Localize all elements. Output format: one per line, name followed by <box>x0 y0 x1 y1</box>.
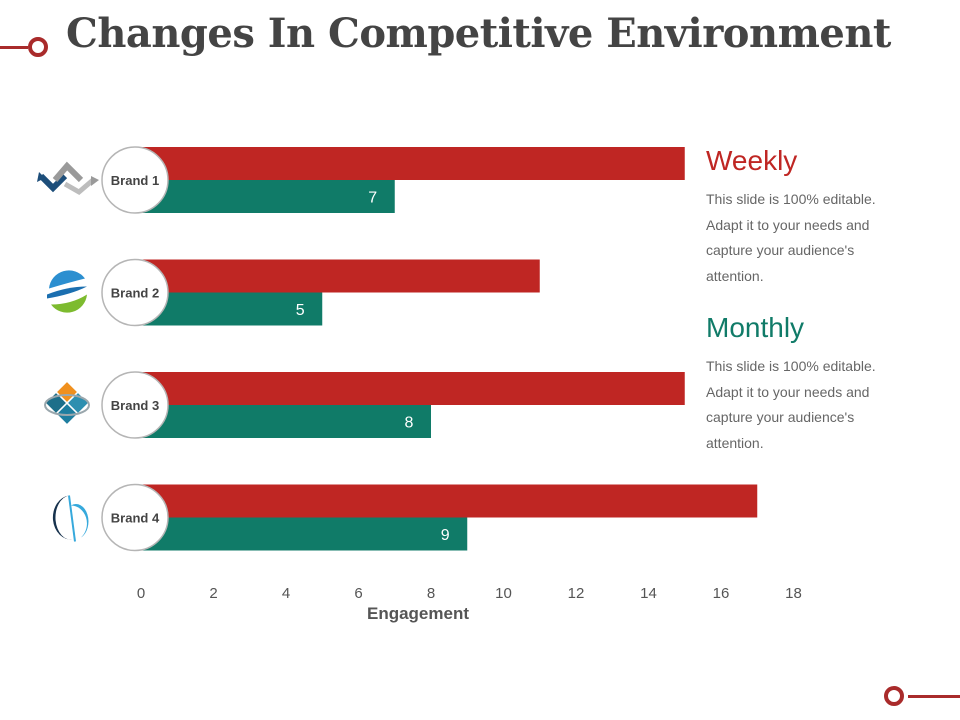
logo-part <box>63 178 95 196</box>
legend-monthly-line: This slide is 100% editable. <box>706 358 876 374</box>
legend-weekly-line: This slide is 100% editable. <box>706 191 876 207</box>
bar-weekly <box>141 259 540 293</box>
logo-part <box>37 172 45 182</box>
logo-part <box>38 173 68 193</box>
x-tick-label: 16 <box>713 585 730 602</box>
data-label-monthly: 5 <box>296 302 305 319</box>
legend-monthly: Monthly This slide is 100% editable. Ada… <box>706 312 926 456</box>
x-tick-label: 10 <box>495 585 512 602</box>
brand-label: Brand 2 <box>111 286 159 301</box>
logo-part <box>47 286 87 299</box>
logo-part <box>71 504 89 538</box>
crescent-leaf-logo-icon <box>52 495 89 542</box>
bar-monthly <box>141 292 323 326</box>
brand-circle <box>101 146 169 214</box>
logo-part <box>49 270 85 289</box>
data-label-monthly: 7 <box>368 190 377 207</box>
logo-part <box>57 382 77 402</box>
logo-part <box>51 294 87 313</box>
legend-weekly-line: Adapt it to your needs and <box>706 216 870 233</box>
x-tick-label: 12 <box>568 585 585 602</box>
x-tick-label: 6 <box>354 585 362 602</box>
x-tick-label: 18 <box>785 585 802 602</box>
brand-label: Brand 4 <box>111 511 160 526</box>
chevron-diamond-logo-icon <box>37 161 99 196</box>
legend-monthly-line: attention. <box>706 434 764 451</box>
x-tick-label: 4 <box>282 585 290 602</box>
title-accent-ring-icon <box>28 37 48 57</box>
logo-part <box>68 495 76 542</box>
x-tick-label: 0 <box>137 585 145 602</box>
swirl-globe-logo-icon <box>47 270 87 313</box>
brand-circle <box>101 483 169 552</box>
x-tick-label: 14 <box>640 585 657 602</box>
legend-weekly: Weekly This slide is 100% editable. Adap… <box>706 145 926 289</box>
bar-monthly <box>141 517 468 551</box>
bar-weekly <box>141 372 685 405</box>
diamond-cluster-logo-icon <box>44 382 90 424</box>
x-tick-label: 2 <box>209 585 217 602</box>
logo-part <box>52 161 84 183</box>
logo-part <box>91 176 99 186</box>
legend-monthly-title: Monthly <box>706 312 805 343</box>
bar-monthly <box>141 405 431 438</box>
bar-weekly <box>141 484 758 518</box>
bar-weekly <box>141 147 685 180</box>
data-label-monthly: 8 <box>405 415 414 432</box>
bar-monthly <box>141 180 395 213</box>
logo-part <box>44 394 90 416</box>
brand-label: Brand 1 <box>111 173 159 188</box>
legend-weekly-line: capture your audience's <box>706 242 855 258</box>
page-title: Changes In Competitive Environment <box>66 10 891 57</box>
legend-monthly-line: capture your audience's <box>706 409 855 425</box>
corner-accent-ring-icon <box>884 686 904 706</box>
x-tick-label: 8 <box>427 585 435 602</box>
brand-circle <box>101 371 169 439</box>
brand-circle <box>101 258 169 327</box>
brand-label: Brand 3 <box>111 398 159 413</box>
legend-weekly-line: attention. <box>706 267 764 284</box>
title-accent-line <box>0 46 28 49</box>
x-axis-label: Engagement <box>367 604 469 623</box>
corner-accent-line <box>908 695 960 698</box>
legend-monthly-line: Adapt it to your needs and <box>706 383 870 400</box>
data-label-monthly: 9 <box>441 527 450 544</box>
legend-weekly-title: Weekly <box>706 145 798 176</box>
